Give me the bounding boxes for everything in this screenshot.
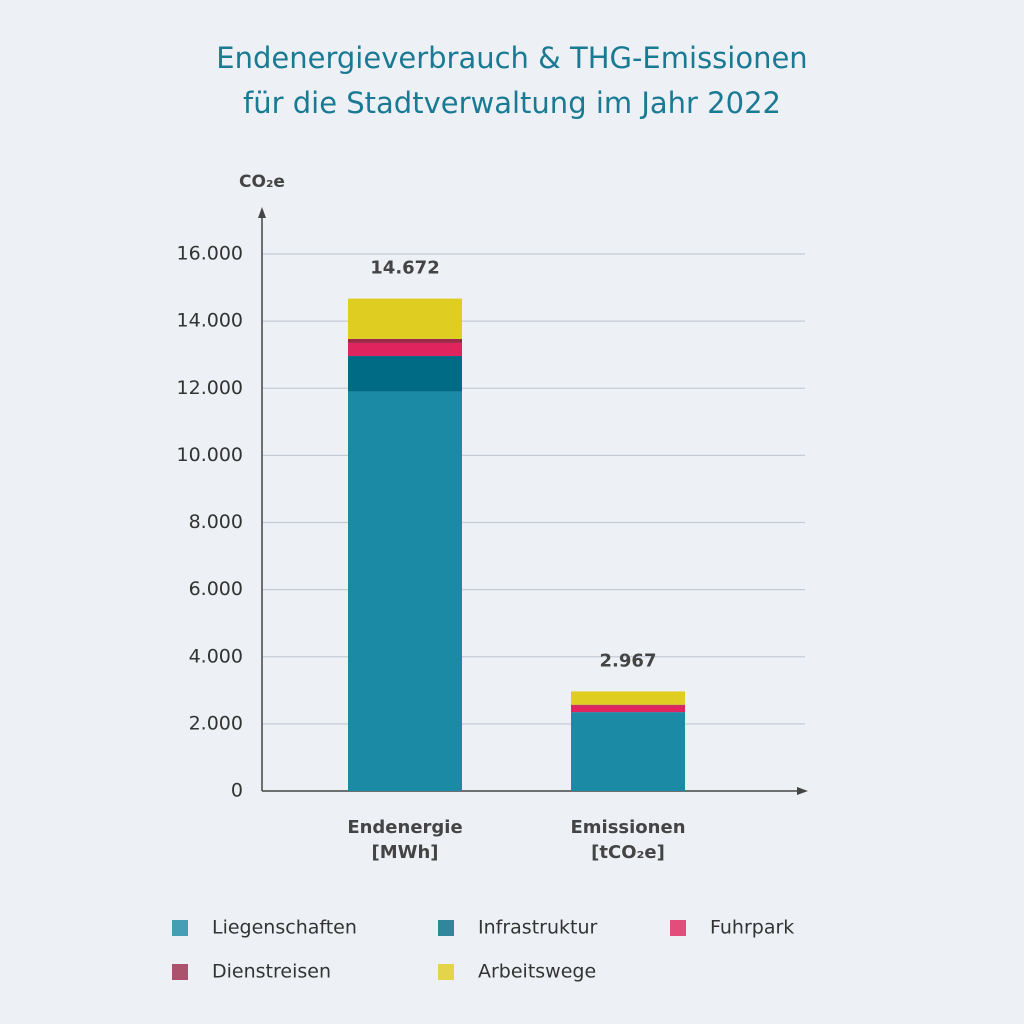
x-tick-label: Emissionen [tCO₂e] [570, 817, 686, 863]
y-tick-label: 6.000 [189, 578, 243, 600]
legend-label: Dienstreisen [212, 961, 331, 983]
legend-swatch [172, 964, 188, 980]
chart-title: für die Stadtverwaltung im Jahr 2022 [243, 86, 781, 120]
y-tick-label: 4.000 [189, 645, 243, 667]
y-tick-label: 14.000 [177, 310, 243, 332]
total-label: 2.967 [600, 650, 657, 671]
bar-segment [571, 704, 685, 706]
x-axis-arrow [797, 787, 808, 795]
y-tick-label: 10.000 [177, 444, 243, 466]
legend-label: Liegenschaften [212, 917, 357, 939]
bar-segment [348, 298, 462, 339]
x-tick-label: Endenergie [MWh] [347, 817, 463, 863]
bar-segment [571, 705, 685, 713]
bar-segment [571, 712, 685, 791]
chart-title: Endenergieverbrauch & THG-Emissionen [216, 41, 807, 75]
y-axis-label: CO₂e [239, 172, 285, 192]
legend-swatch [438, 920, 454, 936]
bar-segment [348, 356, 462, 392]
total-label: 14.672 [370, 258, 439, 279]
y-tick-label: 8.000 [189, 511, 243, 533]
bar-segment [348, 391, 462, 791]
y-tick-label: 2.000 [189, 712, 243, 734]
y-tick-label: 0 [231, 780, 243, 802]
legend-swatch [670, 920, 686, 936]
bar-segment [348, 342, 462, 357]
y-tick-label: 16.000 [177, 243, 243, 265]
y-tick-label: 12.000 [177, 377, 243, 399]
legend-swatch [438, 964, 454, 980]
y-axis-arrow [258, 207, 266, 218]
legend-label: Infrastruktur [478, 917, 597, 939]
legend-label: Fuhrpark [710, 917, 794, 939]
bar-segment [571, 691, 685, 705]
legend-label: Arbeitswege [478, 961, 596, 983]
legend-swatch [172, 920, 188, 936]
bar-segment [348, 338, 462, 343]
